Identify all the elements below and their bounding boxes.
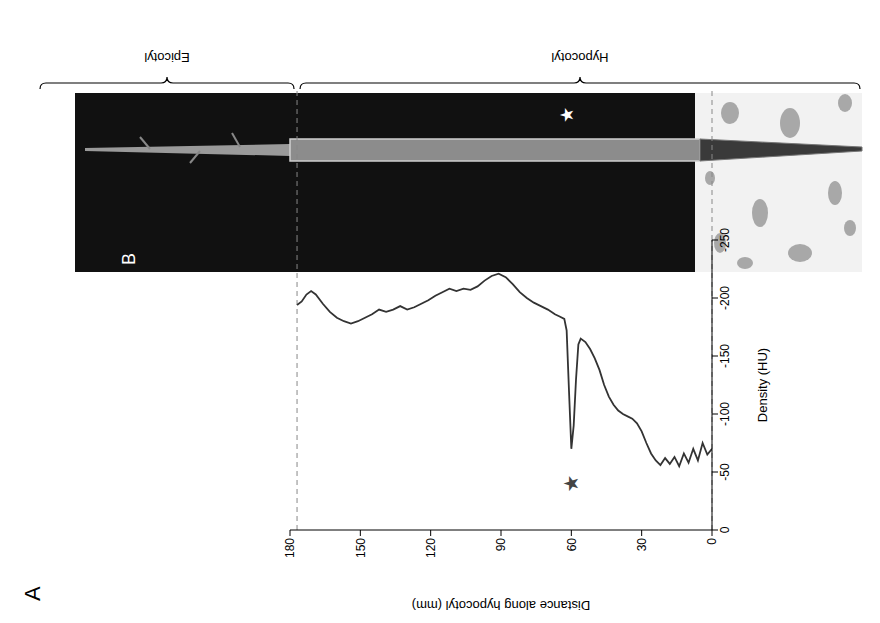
svg-text:-200: -200 <box>718 286 732 310</box>
svg-text:120: 120 <box>424 538 438 558</box>
svg-text:0: 0 <box>705 538 719 545</box>
svg-text:30: 30 <box>635 538 649 552</box>
svg-text:150: 150 <box>354 538 368 558</box>
svg-text:Hypocotyl: Hypocotyl <box>551 50 608 65</box>
svg-text:Density (HU): Density (HU) <box>755 348 770 422</box>
svg-text:0: 0 <box>718 526 732 533</box>
svg-text:-250: -250 <box>718 228 732 252</box>
svg-text:90: 90 <box>494 538 508 552</box>
svg-text:-50: -50 <box>718 463 732 481</box>
svg-text:60: 60 <box>565 538 579 552</box>
svg-text:★: ★ <box>559 475 583 493</box>
svg-text:-100: -100 <box>718 402 732 426</box>
svg-text:A: A <box>20 586 45 601</box>
svg-text:★: ★ <box>556 107 577 123</box>
svg-text:Epicotyl: Epicotyl <box>144 50 190 65</box>
svg-text:B: B <box>119 253 139 265</box>
svg-text:180: 180 <box>283 538 297 558</box>
svg-text:Distance along hypocotyl (mm): Distance along hypocotyl (mm) <box>412 598 590 613</box>
svg-text:-150: -150 <box>718 344 732 368</box>
